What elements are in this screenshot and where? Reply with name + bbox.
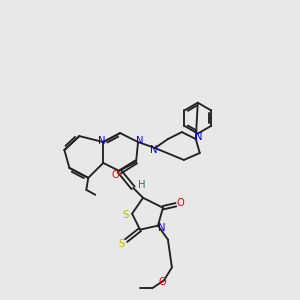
Text: S: S [118, 238, 124, 249]
Text: S: S [122, 210, 128, 220]
Text: O: O [111, 170, 119, 180]
Text: N: N [195, 132, 202, 142]
Text: H: H [138, 180, 146, 190]
Text: N: N [98, 136, 106, 146]
Text: O: O [158, 278, 166, 287]
Text: N: N [158, 223, 166, 232]
Text: O: O [177, 198, 185, 208]
Text: N: N [136, 136, 144, 146]
Text: N: N [150, 145, 158, 155]
